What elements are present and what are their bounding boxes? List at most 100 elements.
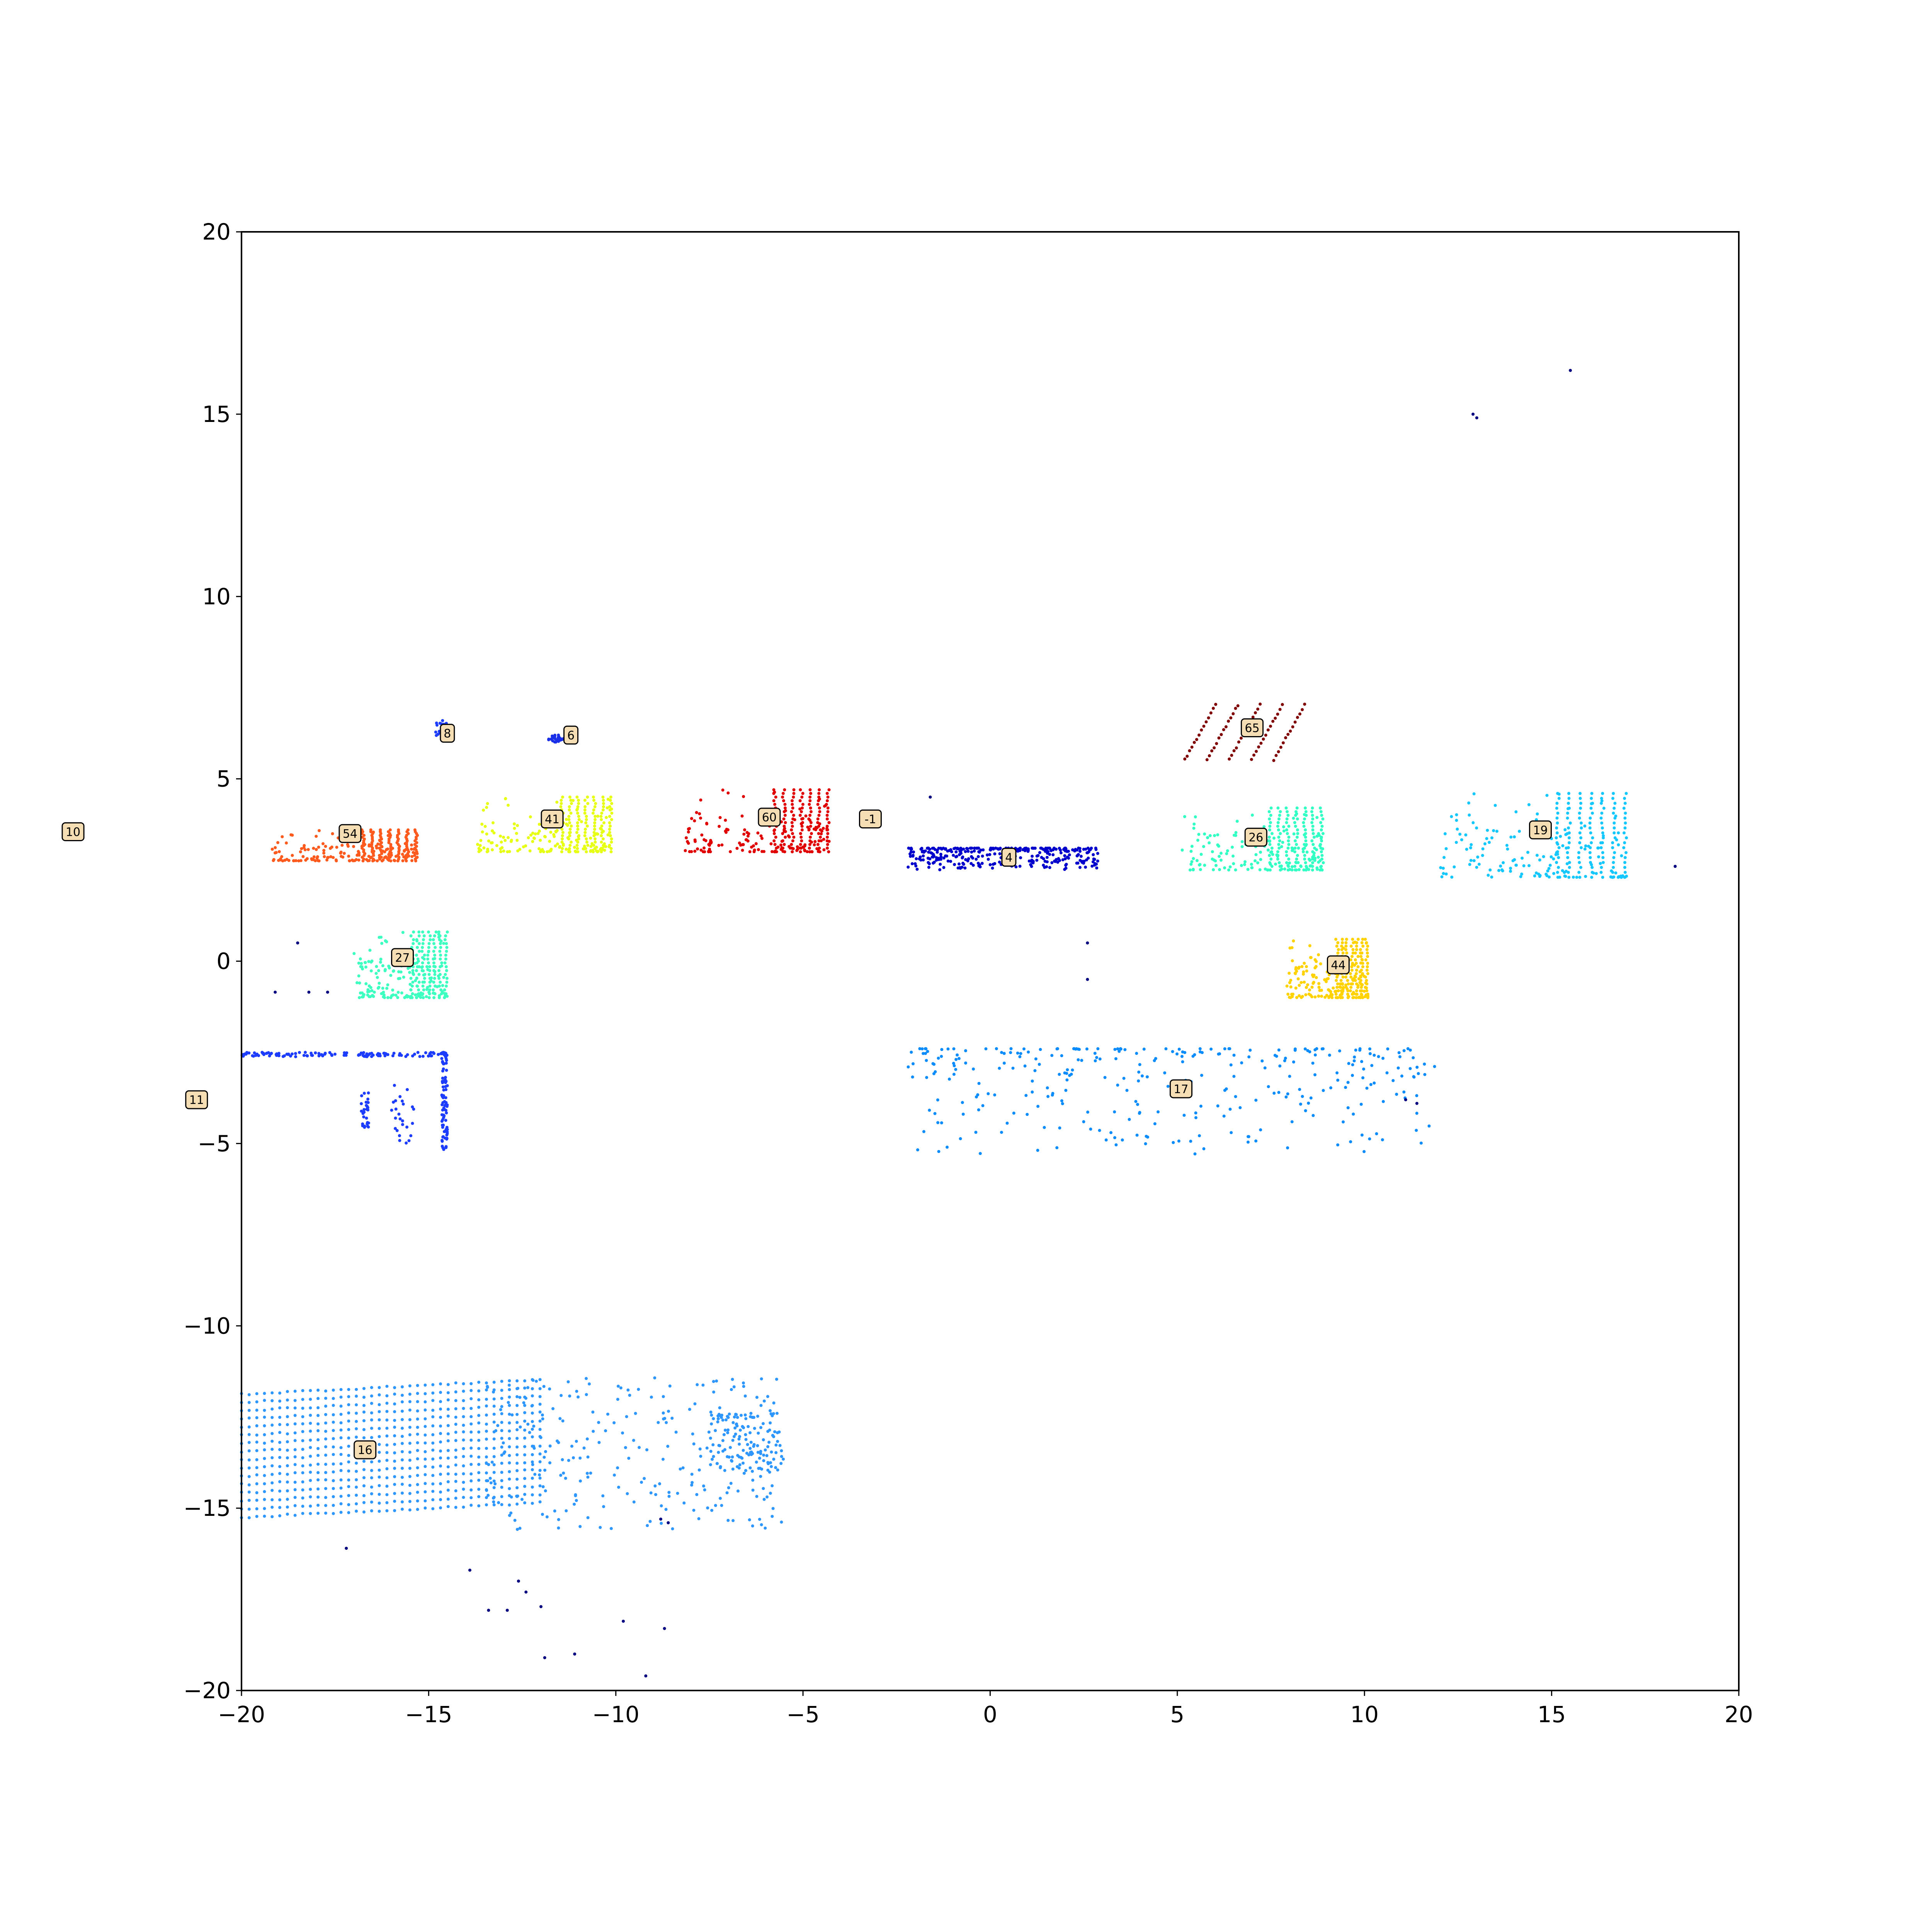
cluster-point: [485, 1496, 488, 1499]
cluster-point: [1064, 1088, 1068, 1092]
cluster-point: [1381, 1100, 1385, 1103]
cluster-point: [1423, 1062, 1426, 1066]
cluster-point: [366, 993, 369, 997]
cluster-point: [423, 1433, 427, 1437]
cluster-point: [667, 1491, 671, 1494]
cluster-point: [485, 1471, 488, 1475]
cluster-point: [1046, 850, 1050, 853]
cluster-point: [742, 843, 745, 846]
cluster-point: [602, 821, 605, 825]
cluster-point: [1356, 984, 1360, 987]
cluster-point: [522, 1401, 526, 1405]
cluster-point: [1224, 725, 1228, 728]
cluster-point: [417, 934, 421, 937]
cluster-point: [477, 1430, 481, 1434]
cluster-point: [803, 848, 806, 852]
cluster-point: [286, 1423, 289, 1426]
noise-point: [543, 1656, 546, 1660]
cluster-point: [1296, 977, 1300, 981]
cluster-point: [711, 1443, 715, 1447]
cluster-point: [1319, 810, 1323, 813]
cluster-point: [339, 1486, 343, 1490]
cluster-point: [798, 799, 802, 803]
cluster-point: [1361, 983, 1364, 986]
cluster-point: [756, 1451, 760, 1454]
cluster-point: [366, 988, 370, 992]
cluster-point: [439, 1498, 442, 1501]
cluster-label-box: [354, 1440, 377, 1459]
cluster-point: [784, 821, 787, 824]
cluster-point: [575, 1499, 578, 1502]
cluster-point: [409, 988, 413, 992]
cluster-point: [1351, 1063, 1354, 1066]
cluster-point: [286, 1415, 289, 1418]
cluster-point: [808, 795, 812, 799]
cluster-point: [355, 1435, 358, 1439]
cluster-point: [712, 1417, 715, 1420]
cluster-point: [1144, 1142, 1147, 1146]
cluster-point: [485, 1404, 488, 1408]
cluster-point: [476, 843, 480, 846]
cluster-point: [1051, 853, 1055, 857]
cluster-point: [1341, 975, 1345, 979]
cluster-label: 26: [1248, 831, 1263, 845]
cluster-point: [435, 723, 439, 727]
cluster-point: [1250, 862, 1253, 866]
cluster-point: [347, 1494, 350, 1497]
cluster-point: [772, 1412, 775, 1415]
cluster-point: [1286, 814, 1290, 817]
cluster-point: [293, 1471, 297, 1475]
cluster-point: [1263, 1066, 1267, 1070]
cluster-point: [361, 1054, 365, 1057]
cluster-point: [1317, 953, 1320, 956]
cluster-point: [309, 1454, 312, 1458]
cluster-point: [347, 854, 350, 858]
cluster-point: [316, 1454, 320, 1457]
cluster-point: [919, 858, 923, 862]
cluster-point: [661, 1458, 665, 1461]
cluster-point: [1611, 846, 1614, 849]
cluster-point: [541, 1417, 544, 1421]
cluster-point: [1080, 1059, 1083, 1062]
cluster-point: [439, 1490, 442, 1494]
cluster-point: [1117, 1049, 1121, 1053]
cluster-point: [553, 737, 557, 741]
cluster-point: [782, 817, 786, 821]
cluster-point: [332, 1437, 335, 1440]
cluster-point: [365, 1116, 368, 1120]
cluster-point: [585, 837, 588, 841]
cluster-point: [355, 1469, 358, 1473]
cluster-point: [585, 824, 589, 828]
cluster-point: [818, 788, 821, 791]
cluster-point: [593, 828, 596, 831]
noise-point: [1471, 412, 1475, 416]
cluster-point: [364, 965, 367, 969]
cluster-point: [1019, 856, 1022, 859]
cluster-point: [1231, 712, 1235, 716]
cluster-point: [279, 858, 282, 862]
cluster-point: [410, 847, 413, 851]
cluster-point: [769, 1409, 772, 1412]
cluster-point: [800, 828, 804, 832]
cluster-point: [433, 973, 437, 976]
cluster-point: [1613, 801, 1617, 805]
cluster-point: [274, 846, 277, 849]
cluster-point: [490, 1461, 494, 1464]
cluster-point: [445, 949, 448, 953]
cluster-point: [1015, 848, 1019, 851]
cluster-point: [429, 934, 432, 937]
cluster-point: [427, 990, 431, 994]
cluster-point: [1557, 866, 1560, 869]
cluster-point: [423, 1383, 427, 1387]
cluster-point: [575, 795, 579, 799]
cluster-point: [1075, 1047, 1078, 1051]
cluster-point: [394, 1107, 398, 1111]
cluster-point: [560, 850, 563, 854]
cluster-point: [391, 993, 395, 997]
cluster-point: [385, 1485, 389, 1488]
cluster-point: [332, 1503, 335, 1507]
cluster-point: [1344, 948, 1348, 951]
cluster-point: [370, 1485, 373, 1489]
cluster-point: [444, 1088, 448, 1091]
cluster-point: [446, 930, 449, 934]
